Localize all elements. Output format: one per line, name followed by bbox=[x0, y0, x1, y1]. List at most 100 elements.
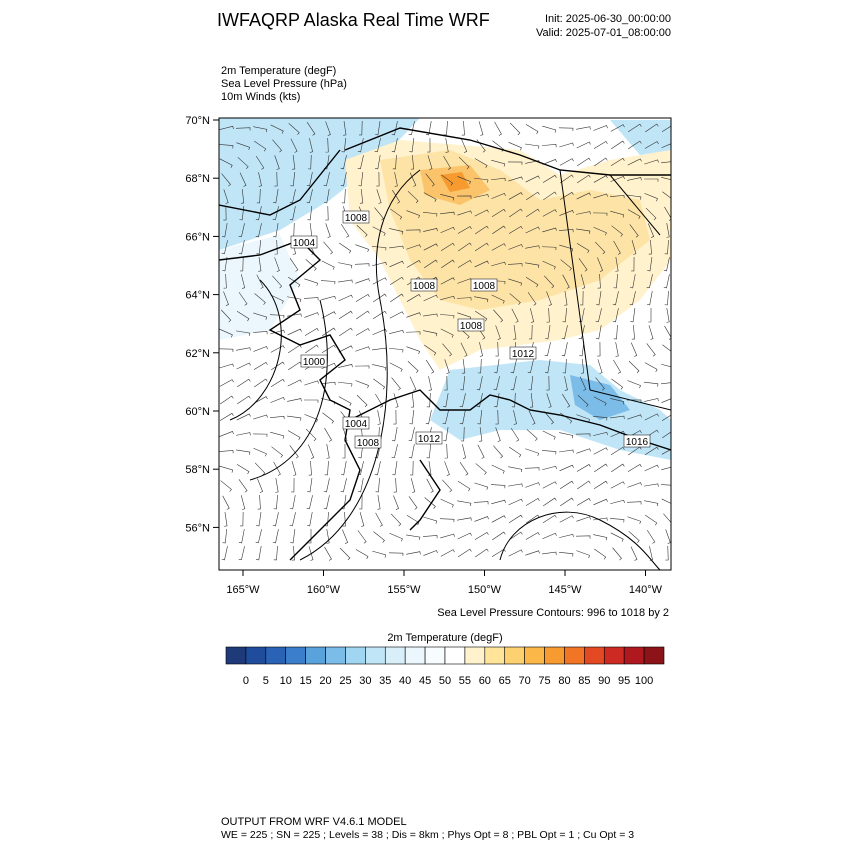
wind-barb bbox=[475, 548, 489, 558]
wind-barb bbox=[252, 433, 268, 437]
wind-barb bbox=[324, 546, 332, 561]
wind-barb bbox=[509, 122, 521, 136]
title: IWFAQRP Alaska Real Time WRF bbox=[217, 10, 490, 30]
colorbar-box bbox=[345, 646, 366, 665]
wind-barb bbox=[529, 393, 534, 408]
wind-barb bbox=[525, 498, 540, 506]
wind-barb bbox=[357, 478, 364, 493]
wind-barb bbox=[322, 412, 335, 424]
wind-barb bbox=[274, 171, 278, 187]
wind-barb bbox=[493, 376, 500, 391]
wind-barb bbox=[444, 443, 448, 459]
wind-barb bbox=[526, 429, 538, 441]
wind-barb bbox=[287, 296, 302, 303]
wind-barb bbox=[541, 246, 557, 251]
wind-barb bbox=[305, 428, 317, 442]
wind-barb bbox=[389, 260, 404, 268]
wind-barb bbox=[513, 410, 517, 425]
wind-barb bbox=[308, 444, 315, 459]
contour-labels: 1008 1004 1008 1008 1008 1012 1000 1004 1008 1012… bbox=[290, 210, 651, 449]
wind-barb bbox=[564, 376, 568, 391]
wind-barb bbox=[389, 329, 404, 334]
wind-barb bbox=[405, 331, 421, 335]
wind-barb bbox=[561, 325, 568, 340]
wind-barb bbox=[543, 497, 557, 507]
wind-barb bbox=[340, 172, 347, 187]
wind-barb bbox=[461, 120, 465, 136]
wind-barb bbox=[559, 464, 574, 472]
wind-barb bbox=[372, 246, 387, 251]
wind-barb bbox=[578, 258, 588, 272]
wind-barb bbox=[427, 155, 433, 170]
wind-barb bbox=[510, 359, 517, 374]
wind-barb bbox=[236, 413, 251, 421]
wind-barb bbox=[359, 189, 364, 204]
wind-barb bbox=[324, 427, 332, 442]
wind-barb bbox=[575, 535, 591, 539]
wind-barb bbox=[238, 292, 248, 306]
wind-barb bbox=[513, 325, 517, 340]
wind-barb bbox=[287, 328, 302, 336]
wind-barb bbox=[492, 225, 506, 235]
wind-barb bbox=[273, 545, 278, 561]
wind-barb bbox=[509, 531, 523, 541]
wind-barb bbox=[661, 363, 671, 368]
wind-barb bbox=[457, 480, 471, 492]
contour-label-box bbox=[354, 435, 382, 449]
wind-barb bbox=[576, 464, 591, 472]
contour-label: 1008 bbox=[345, 213, 368, 224]
wind-barb bbox=[274, 239, 278, 255]
wind-barb bbox=[576, 448, 591, 454]
wind-barb bbox=[662, 344, 671, 352]
contour-label-box bbox=[410, 278, 438, 292]
wind-barb bbox=[575, 433, 591, 437]
wind-barb bbox=[610, 430, 625, 438]
wind-barb bbox=[270, 124, 284, 134]
wind-barb bbox=[321, 344, 336, 353]
wind-barb bbox=[508, 142, 522, 151]
wind-barb bbox=[391, 121, 398, 136]
wind-barb bbox=[562, 358, 567, 374]
wind-barb bbox=[462, 359, 466, 374]
wind-barb bbox=[542, 532, 557, 540]
wind-barb bbox=[644, 483, 659, 487]
wind-barb bbox=[530, 308, 535, 323]
wind-barb bbox=[508, 176, 523, 182]
wind-barb bbox=[579, 342, 585, 357]
wind-barb bbox=[425, 121, 432, 136]
wind-barb bbox=[525, 226, 540, 234]
wind-barb bbox=[424, 344, 437, 356]
wind-barb bbox=[356, 394, 368, 408]
wind-barb bbox=[289, 206, 296, 221]
colorbar-tick-label: 75 bbox=[538, 675, 550, 687]
wind-barb bbox=[325, 121, 331, 136]
wind-barb bbox=[661, 177, 671, 181]
wind-barb bbox=[423, 294, 438, 302]
wind-barb bbox=[373, 293, 387, 303]
wind-barb bbox=[644, 446, 659, 456]
wind-barb bbox=[592, 212, 608, 216]
wind-barb bbox=[492, 531, 506, 541]
wind-barb bbox=[666, 308, 670, 323]
wind-barb bbox=[373, 531, 385, 543]
wind-barb bbox=[219, 125, 234, 131]
wind-barb bbox=[392, 461, 398, 476]
cool-coast bbox=[430, 360, 671, 460]
wind-barb bbox=[406, 260, 421, 268]
lat-tick-label: 70°N bbox=[185, 115, 210, 127]
wind-barb bbox=[372, 226, 386, 236]
wind-barb bbox=[473, 501, 489, 505]
wind-barb bbox=[443, 393, 449, 408]
wind-barb bbox=[323, 495, 330, 510]
wind-barb bbox=[544, 342, 551, 357]
wind-barb bbox=[306, 122, 316, 136]
colorbar-box bbox=[424, 646, 446, 665]
wind-barb bbox=[255, 529, 262, 544]
wind-barb bbox=[661, 466, 671, 471]
wind-barb bbox=[422, 535, 438, 539]
wind-barb bbox=[508, 549, 523, 557]
wind-barb bbox=[544, 411, 554, 425]
wind-barb bbox=[325, 205, 329, 221]
wind-barb bbox=[358, 120, 363, 136]
